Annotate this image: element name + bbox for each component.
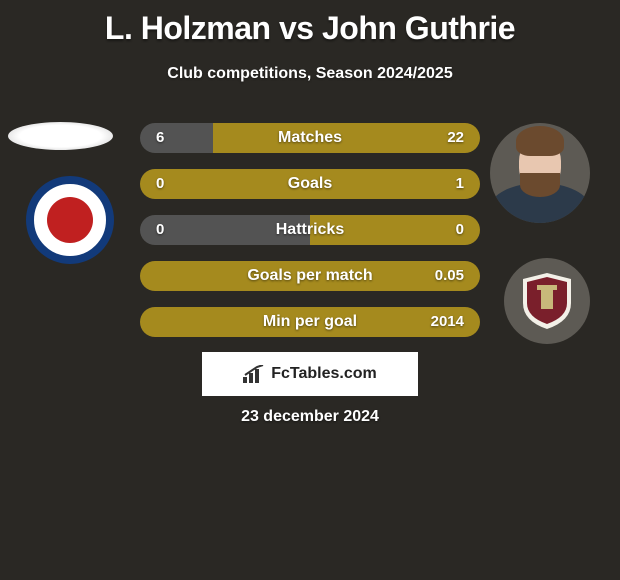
stats-area: Matches622Goals01Hattricks00Goals per ma… (0, 123, 620, 353)
stat-bar-right (140, 307, 480, 337)
date-text: 23 december 2024 (0, 408, 620, 426)
stat-bar-right (213, 123, 480, 153)
attribution: FcTables.com (202, 352, 418, 396)
stat-bar (140, 261, 480, 291)
stat-bar (140, 123, 480, 153)
stat-bar (140, 307, 480, 337)
stat-bar-right (140, 169, 480, 199)
subtitle: Club competitions, Season 2024/2025 (0, 65, 620, 83)
stat-bar-left (140, 215, 310, 245)
attribution-text: FcTables.com (271, 365, 377, 383)
stat-bar (140, 215, 480, 245)
page-title: L. Holzman vs John Guthrie (0, 0, 620, 47)
chart-icon (243, 365, 265, 383)
stat-bar-left (140, 123, 213, 153)
stat-bar-right (140, 261, 480, 291)
stat-bar (140, 169, 480, 199)
stat-bar-right (310, 215, 480, 245)
comparison-card: L. Holzman vs John Guthrie Club competit… (0, 0, 620, 353)
